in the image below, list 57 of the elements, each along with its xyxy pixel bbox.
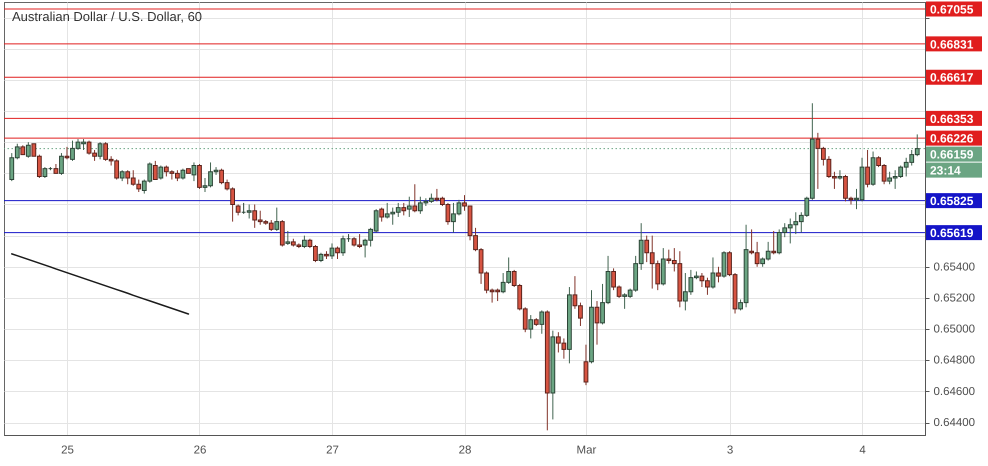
candlestick [318, 252, 324, 263]
candlestick [152, 160, 158, 180]
y-tick-label: 0.65000 [934, 324, 976, 336]
ref-line-label: 0.66159 [930, 148, 974, 162]
candlestick [330, 242, 334, 260]
candlestick [20, 144, 26, 156]
ref-line-label: 0.65825 [930, 194, 974, 208]
candlestick [26, 142, 31, 158]
candlestick [120, 170, 125, 182]
ref-line-label: 0.66226 [930, 132, 974, 146]
candlestick [158, 165, 164, 180]
x-tick-label: 4 [859, 444, 866, 456]
candlestick [59, 152, 64, 176]
x-tick-label: Mar [576, 444, 597, 456]
candlestick [379, 207, 384, 222]
candlestick [838, 170, 842, 180]
ref-line-label: 0.66831 [930, 37, 974, 52]
ref-line-label: 0.65619 [930, 226, 974, 240]
candlestick [401, 202, 406, 216]
y-tick-label: 0.64800 [934, 354, 976, 367]
ref-line-label: 0.66617 [930, 70, 974, 85]
y-tick-label: 0.64400 [934, 417, 976, 430]
candlestick [285, 230, 290, 246]
candlestick [274, 207, 280, 232]
x-tick-label: 27 [326, 444, 339, 456]
y-tick-label: 0.65400 [934, 261, 976, 274]
candlestick [406, 196, 412, 218]
candlestick [528, 314, 534, 339]
candlestick [594, 300, 600, 346]
candlestick [302, 235, 307, 249]
x-tick-label: 25 [61, 444, 74, 456]
candlestick [236, 204, 241, 216]
x-tick-label: 28 [458, 444, 472, 456]
candlestick [722, 250, 726, 278]
candlestick [716, 266, 721, 283]
ref-line-label: 0.67055 [930, 2, 974, 17]
candlestick [197, 163, 202, 190]
candlestick [64, 146, 70, 160]
text: 23:14 [930, 164, 962, 178]
line-series [11, 253, 190, 315]
candlestick [865, 149, 870, 188]
candlestick [771, 230, 776, 255]
candlestick [180, 168, 186, 180]
x-tick-label: 26 [194, 444, 206, 456]
candlestick [192, 162, 196, 182]
text: Australian Dollar / U.S. Dollar, 60 [12, 9, 202, 24]
x-tick-label: 3 [726, 444, 734, 456]
candlestick [412, 184, 418, 213]
y-tick-label: 0.64600 [934, 386, 976, 398]
ref-line-label: 0.66353 [930, 112, 974, 126]
candlestick [280, 220, 285, 248]
candlestick [710, 256, 716, 290]
candlestick [335, 246, 340, 260]
candlestick [539, 310, 544, 334]
y-tick-label: 0.65200 [934, 292, 976, 304]
candlestick [584, 344, 588, 386]
candlestick [54, 163, 58, 174]
